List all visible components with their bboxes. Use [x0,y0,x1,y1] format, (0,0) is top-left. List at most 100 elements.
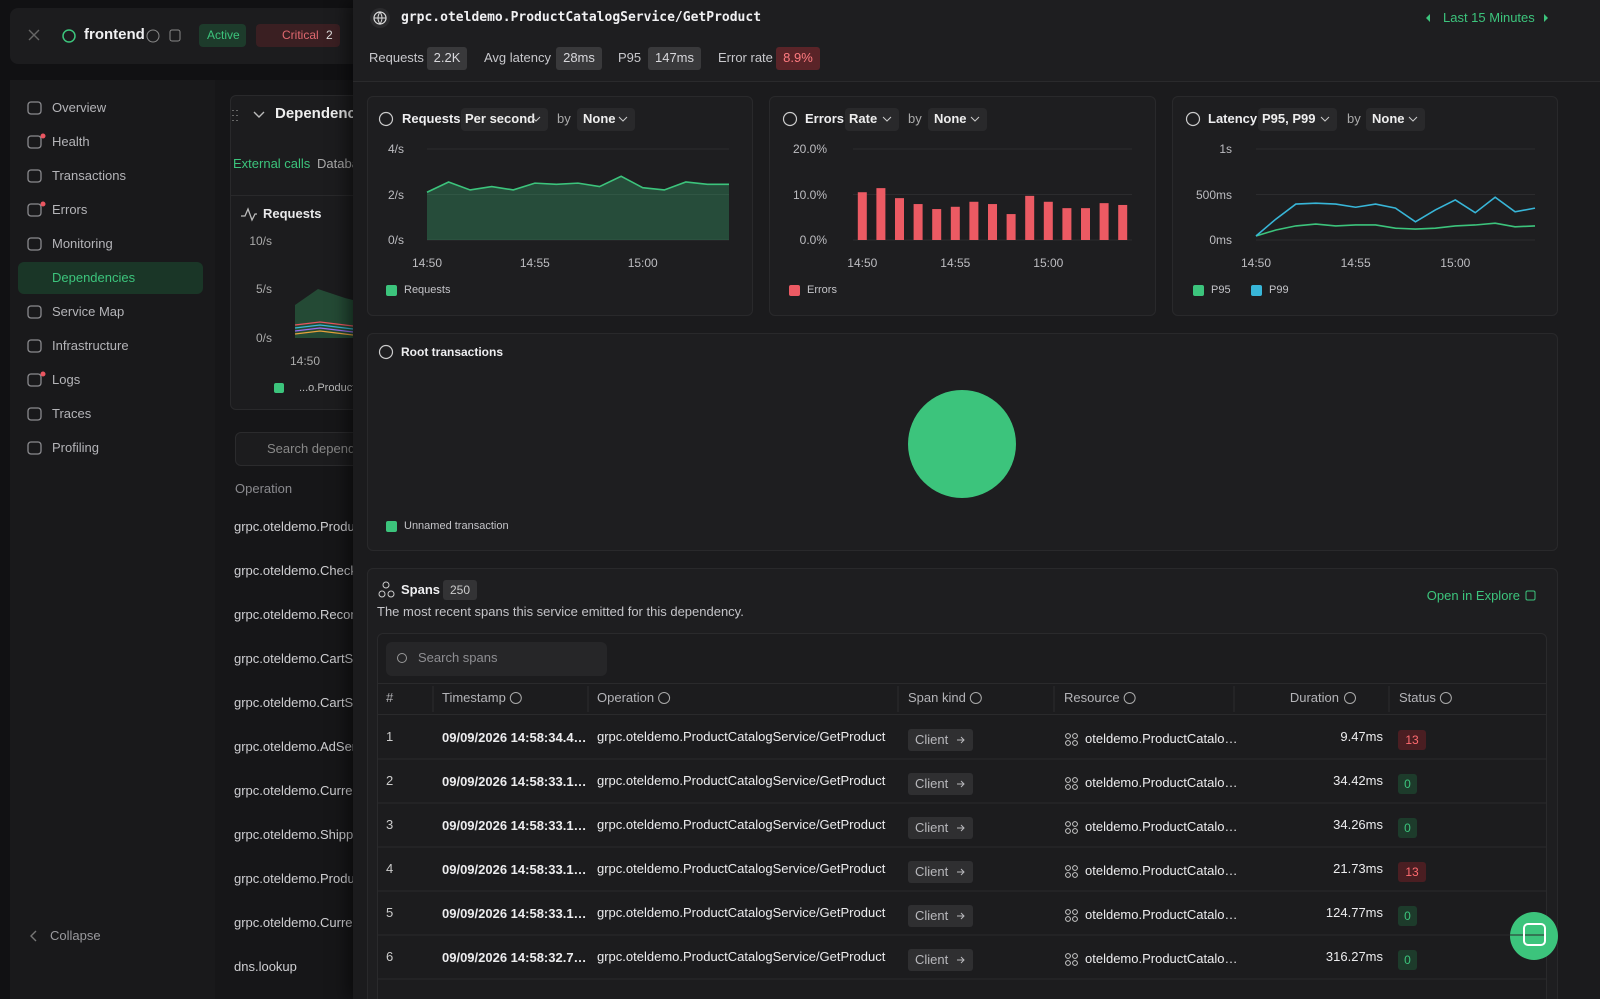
y-tick-label: 0ms [1209,233,1232,247]
operation-row[interactable]: grpc.oteldemo.CartSer [234,651,353,666]
nav-item[interactable]: Overview [52,100,107,115]
operation-row[interactable]: grpc.oteldemo.Checko [234,563,353,578]
nav-item[interactable]: Service Map [52,304,125,319]
y-tick-label: 500ms [1195,187,1232,202]
operation-row[interactable]: dns.lookup [234,959,297,974]
tab-active[interactable]: External calls [233,156,311,171]
dropdown[interactable] [845,108,899,131]
row-kind: Client [915,820,949,835]
dropdown[interactable] [928,108,987,131]
x-tick-label: 15:00 [1440,256,1471,270]
nav-item[interactable]: Errors [52,202,88,217]
operation-row[interactable]: grpc.oteldemo.Shippir [234,827,353,842]
column-header: Timestamp [442,690,506,705]
dropdown-value[interactable]: P95, P99 [1262,111,1316,126]
card [367,333,1558,551]
row-resource: oteldemo.ProductCatalo… [1085,863,1238,878]
row-kind: Client [915,952,949,967]
nav-item[interactable]: Transactions [52,168,126,183]
row-resource: oteldemo.ProductCatalo… [1085,907,1238,922]
legend-label: Requests [404,284,451,296]
row-index: 4 [386,861,394,876]
dropdown[interactable] [461,108,548,131]
y-tick-label: 0/s [387,233,404,247]
nav-item[interactable]: Dependencies [52,270,136,285]
row-status: 13 [1405,865,1419,879]
x-tick-label: 15:00 [1033,256,1064,270]
chat-button[interactable] [1510,912,1558,960]
mini-y-label: 0/s [255,331,272,345]
operation-row[interactable]: grpc.oteldemo.CartSer [234,695,353,710]
time-range[interactable]: Last 15 Minutes [1443,10,1535,25]
tab[interactable]: Databa [317,156,353,171]
search-placeholder: Search spans [418,650,498,665]
nav-item[interactable]: Logs [52,372,81,387]
dependencies-title: Dependenci [275,105,353,122]
dropdown-value[interactable]: Per second [465,111,536,126]
collapse-button[interactable]: Collapse [50,928,101,943]
row-index: 6 [386,949,394,964]
chart-title: Latency [1208,111,1258,126]
operation-row[interactable]: grpc.oteldemo.AdServ [234,739,353,754]
operation-row[interactable]: grpc.oteldemo.Recomn [234,607,353,622]
stat-label: Requests [369,50,424,65]
nav-item[interactable]: Monitoring [52,236,113,251]
y-tick-label: 0.0% [799,233,827,247]
mini-chart-title: Requests [263,206,322,221]
status-badge [1398,730,1426,750]
chart-title: Requests [402,111,461,126]
dropdown-value[interactable]: None [1372,111,1405,126]
legend-label: P95 [1211,284,1231,296]
stat-label: Error rate [718,50,773,65]
row-timestamp: 09/09/2026 14:58:32.7… [442,950,587,965]
row-timestamp: 09/09/2026 14:58:34.4… [442,730,587,745]
column-header: Duration [1289,690,1339,705]
dropdown-value[interactable]: None [934,111,967,126]
row-index: 5 [386,905,394,920]
row-kind: Client [915,732,949,747]
x-tick-label: 14:55 [1340,256,1371,270]
row-operation: grpc.oteldemo.ProductCatalogService/GetP… [597,949,886,964]
open-explore[interactable]: Open in Explore [1426,588,1520,603]
status-badge [1398,774,1417,794]
mini-chart-card [230,195,353,410]
row-kind: Client [915,864,949,879]
legend-label: Errors [807,284,837,296]
by-label: by [1347,111,1361,126]
nav-item[interactable]: Infrastructure [52,338,129,353]
stat-label: P95 [618,50,642,65]
row-timestamp: 09/09/2026 14:58:33.1… [442,774,587,789]
y-tick-label: 10.0% [792,187,827,202]
operation-row[interactable]: grpc.oteldemo.Curren [234,915,353,930]
dropdown-value[interactable]: None [583,111,616,126]
row-resource: oteldemo.ProductCatalo… [1085,951,1238,966]
row-index: 2 [386,773,394,788]
nav-item[interactable]: Profiling [52,440,99,455]
kind-badge [908,729,973,751]
row-operation: grpc.oteldemo.ProductCatalogService/GetP… [597,817,886,832]
row-status: 0 [1404,821,1411,835]
row-resource: oteldemo.ProductCatalo… [1085,775,1238,790]
row-kind: Client [915,776,949,791]
operation-row[interactable]: grpc.oteldemo.Curren [234,783,353,798]
operation-row[interactable]: grpc.oteldemo.Produc [234,871,353,886]
row-duration: 34.42ms [1333,773,1383,788]
nav-item[interactable]: Traces [52,406,92,421]
row-operation: grpc.oteldemo.ProductCatalogService/GetP… [597,773,886,788]
column-header: Resource [1064,690,1120,705]
row-timestamp: 09/09/2026 14:58:33.1… [442,862,587,877]
dropdown[interactable] [1366,108,1425,131]
dropdown[interactable] [577,108,635,131]
dropdown[interactable] [1258,108,1337,131]
row-index: 3 [386,817,394,832]
mini-y-label: 10/s [249,234,272,248]
search-placeholder: Search depende [267,441,353,456]
nav-active [18,262,203,294]
row-operation: grpc.oteldemo.ProductCatalogService/GetP… [597,729,886,744]
operation-row[interactable]: grpc.oteldemo.Produc [234,519,353,534]
dropdown-value[interactable]: Rate [849,111,878,126]
nav-item[interactable]: Health [52,134,90,149]
y-tick-label: 2/s [387,187,404,202]
status-badge [1398,950,1417,970]
by-label: by [908,111,922,126]
